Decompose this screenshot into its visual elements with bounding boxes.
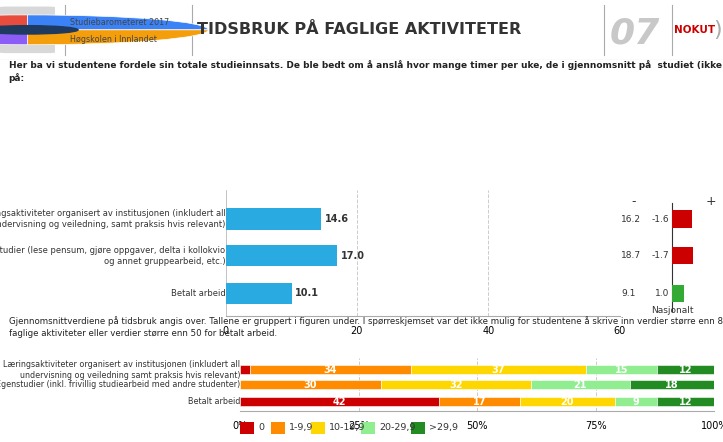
Text: +: + [705, 195, 716, 208]
Text: 34: 34 [323, 365, 337, 375]
Bar [381, 380, 531, 389]
FancyBboxPatch shape [411, 422, 425, 434]
Bar [520, 397, 615, 406]
Wedge shape [0, 15, 27, 30]
Text: Læringsaktiviteter organisert av institusjonen (inkludert all
undervisning og ve: Læringsaktiviteter organisert av institu… [3, 360, 240, 380]
Bar [657, 365, 714, 374]
Text: 1-9,9: 1-9,9 [289, 423, 313, 432]
Wedge shape [27, 15, 208, 30]
Bar [240, 365, 249, 374]
Text: 07: 07 [609, 16, 660, 50]
Text: 14.6: 14.6 [325, 214, 348, 224]
Text: NOKUT: NOKUT [674, 25, 714, 35]
Text: 12: 12 [679, 396, 693, 407]
Text: 16.2: 16.2 [621, 214, 641, 224]
Text: 15: 15 [615, 365, 628, 375]
Bar [672, 247, 693, 264]
Bar [411, 365, 586, 374]
Text: 9: 9 [633, 396, 639, 407]
Text: 32: 32 [449, 380, 463, 389]
Text: Egenstudier (inkl. frivillig studiearbeid med andre studenter): Egenstudier (inkl. frivillig studiearbei… [0, 380, 240, 389]
Text: 1.0: 1.0 [655, 289, 669, 298]
Text: 37: 37 [492, 365, 505, 375]
Text: 20: 20 [560, 396, 574, 407]
FancyBboxPatch shape [240, 422, 254, 434]
Text: -1.6: -1.6 [651, 214, 669, 224]
Text: -1.7: -1.7 [651, 251, 669, 260]
Bar [630, 380, 714, 389]
Text: Betalt arbeid: Betalt arbeid [171, 289, 226, 298]
Bar [586, 365, 657, 374]
Text: 20-29,9: 20-29,9 [379, 423, 416, 432]
Bar [440, 397, 520, 406]
Bar [672, 210, 692, 228]
Text: Læringsaktiviteter organisert av institusjonen (inkludert all
undervisning og ve: Læringsaktiviteter organisert av institu… [0, 209, 226, 229]
Text: 42: 42 [333, 396, 346, 407]
Bar [672, 285, 684, 302]
FancyBboxPatch shape [311, 422, 325, 434]
Text: 17.0: 17.0 [341, 251, 364, 261]
Wedge shape [0, 30, 27, 45]
Text: 12: 12 [679, 365, 693, 375]
Text: Studiebarometeret 2017: Studiebarometeret 2017 [70, 18, 169, 27]
Bar [240, 380, 381, 389]
Bar [657, 397, 714, 406]
Bar [249, 365, 411, 374]
Text: Betalt arbeid: Betalt arbeid [188, 397, 240, 406]
Bar [226, 245, 337, 266]
Text: -: - [631, 195, 636, 208]
Text: 10-19,9: 10-19,9 [329, 423, 366, 432]
Text: Høgskolen i Innlandet: Høgskolen i Innlandet [70, 35, 157, 45]
Bar [615, 397, 657, 406]
Text: 18: 18 [665, 380, 679, 389]
Text: Egenstudier (lese pensum, gjøre oppgaver, delta i kollokvio
og annet gruppearbei: Egenstudier (lese pensum, gjøre oppgaver… [0, 245, 226, 266]
FancyBboxPatch shape [271, 422, 285, 434]
FancyBboxPatch shape [361, 422, 375, 434]
Text: 30: 30 [304, 380, 317, 389]
Circle shape [0, 26, 78, 34]
Text: 18.7: 18.7 [621, 251, 641, 260]
Text: 21: 21 [574, 380, 587, 389]
Text: 9.1: 9.1 [621, 289, 636, 298]
Bar [531, 380, 630, 389]
Text: TIDSBRUK PÅ FAGLIGE AKTIVITETER: TIDSBRUK PÅ FAGLIGE AKTIVITETER [197, 23, 521, 37]
Text: >29,9: >29,9 [429, 423, 458, 432]
FancyBboxPatch shape [0, 7, 55, 53]
Bar [226, 282, 292, 304]
Wedge shape [27, 30, 208, 45]
Text: Gjennomsnittverdiene på tidsbruk angis over. Tallene er gruppert i figuren under: Gjennomsnittverdiene på tidsbruk angis o… [9, 316, 723, 339]
Text: Nasjonalt: Nasjonalt [651, 306, 693, 315]
Text: 17: 17 [473, 396, 487, 407]
Text: Her ba vi studentene fordele sin totale studieinnsats. De ble bedt om å anslå hv: Her ba vi studentene fordele sin totale … [9, 60, 723, 83]
Bar [240, 397, 440, 406]
Text: ): ) [713, 20, 722, 40]
Bar [226, 208, 322, 230]
Text: 0: 0 [258, 423, 264, 432]
Text: 10.1: 10.1 [295, 288, 319, 298]
